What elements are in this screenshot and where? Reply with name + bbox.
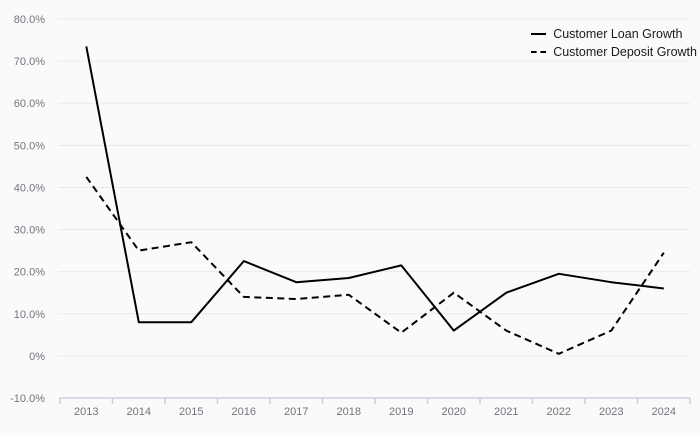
customer-loan-growth-line <box>85 46 664 332</box>
solid-line-swatch-icon <box>531 33 547 35</box>
x-axis-tick-label: 2024 <box>652 406 676 418</box>
y-axis-tick-label: 40.0% <box>14 182 45 194</box>
x-axis-tick-label: 2020 <box>442 406 466 418</box>
y-axis-tick-label: 70.0% <box>14 56 45 68</box>
x-axis-tick-label: 2019 <box>389 406 413 418</box>
x-axis-tick-label: 2021 <box>494 406 518 418</box>
y-axis-tick-label: 30.0% <box>14 225 45 237</box>
y-axis-tick-label: 50.0% <box>14 140 45 152</box>
legend-item-loan-growth: Customer Loan Growth <box>531 27 697 41</box>
legend-item-deposit-growth: Customer Deposit Growth <box>531 45 697 59</box>
y-axis-tick-label: 80.0% <box>14 14 45 26</box>
x-axis-tick-label: 2022 <box>547 406 571 418</box>
dashed-line-swatch-icon <box>531 51 547 53</box>
x-axis-tick-label: 2015 <box>179 406 203 418</box>
y-axis-tick-label: -10.0% <box>10 393 45 405</box>
x-axis-tick-label: 2014 <box>127 406 151 418</box>
legend-label-loan-growth: Customer Loan Growth <box>553 27 683 41</box>
y-axis-tick-label: 10.0% <box>14 309 45 321</box>
legend-label-deposit-growth: Customer Deposit Growth <box>553 45 697 59</box>
x-axis-tick-label: 2023 <box>599 406 623 418</box>
x-axis-tick-label: 2018 <box>337 406 361 418</box>
y-axis-tick-label: 60.0% <box>14 98 45 110</box>
legend: Customer Loan Growth Customer Deposit Gr… <box>531 27 697 59</box>
x-axis-tick-label: 2017 <box>284 406 308 418</box>
customer-deposit-growth-line <box>85 176 665 355</box>
y-axis-tick-label: 0% <box>29 351 45 363</box>
y-axis-tick-label: 20.0% <box>14 267 45 279</box>
x-axis-tick-label: 2013 <box>74 406 98 418</box>
x-axis-tick-label: 2016 <box>232 406 256 418</box>
